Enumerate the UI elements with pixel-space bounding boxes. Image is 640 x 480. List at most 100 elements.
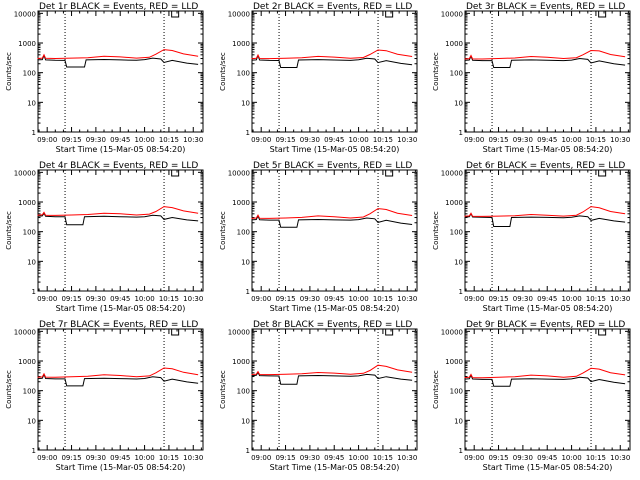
y-tick-label: 10000 bbox=[228, 328, 250, 336]
series-line-events bbox=[37, 373, 199, 387]
y-tick-label: 1 bbox=[32, 447, 36, 455]
x-tick-label: 09:15 bbox=[275, 454, 295, 462]
x-tick-label: 10:15 bbox=[159, 136, 179, 144]
y-axis-label: Counts/sec bbox=[432, 52, 440, 91]
x-tick-label: 10:15 bbox=[373, 454, 393, 462]
x-tick-label: 09:30 bbox=[300, 136, 320, 144]
y-tick-label: 10000 bbox=[441, 169, 463, 177]
y-tick-label: 1000 bbox=[232, 358, 250, 366]
y-tick-label: 1000 bbox=[18, 199, 36, 207]
y-tick-label: 10 bbox=[241, 258, 250, 266]
plot-frame bbox=[464, 169, 631, 292]
plot-frame bbox=[251, 169, 418, 292]
x-tick-label: 10:30 bbox=[610, 454, 630, 462]
panel-title: Det 1r BLACK = Events, RED = LLD bbox=[39, 2, 198, 12]
y-tick-label: 1 bbox=[32, 288, 36, 296]
x-tick-label: 09:30 bbox=[300, 295, 320, 303]
y-axis-label: Counts/sec bbox=[5, 211, 13, 250]
series-line-events bbox=[464, 212, 626, 227]
x-axis-label: Start Time (15-Mar-05 08:54:20) bbox=[270, 463, 400, 472]
top-marker-box bbox=[171, 328, 180, 336]
y-tick-label: 10 bbox=[27, 258, 36, 266]
series-line-lld bbox=[251, 49, 413, 60]
y-axis-label: Counts/sec bbox=[432, 370, 440, 409]
x-tick-label: 09:00 bbox=[37, 295, 57, 303]
y-tick-label: 1 bbox=[246, 288, 250, 296]
x-axis-label: Start Time (15-Mar-05 08:54:20) bbox=[56, 463, 186, 472]
series-line-events bbox=[37, 54, 199, 68]
x-tick-label: 09:30 bbox=[513, 454, 533, 462]
y-tick-label: 100 bbox=[237, 229, 250, 237]
top-marker-box bbox=[598, 10, 607, 18]
x-axis-label: Start Time (15-Mar-05 08:54:20) bbox=[270, 145, 400, 154]
detector-panel-4: Det 4r BLACK = Events, RED = LLD 1 10 100 10… bbox=[5, 161, 204, 313]
detector-panel-9: Det 9r BLACK = Events, RED = LLD 1 10 100 10… bbox=[432, 320, 631, 472]
top-marker-box bbox=[385, 10, 394, 18]
x-tick-label: 10:15 bbox=[586, 295, 606, 303]
series-line-lld bbox=[464, 367, 626, 379]
x-tick-label: 10:15 bbox=[586, 136, 606, 144]
x-tick-label: 09:45 bbox=[324, 295, 344, 303]
y-tick-label: 1000 bbox=[18, 358, 36, 366]
plot-frame bbox=[37, 10, 204, 133]
x-tick-label: 09:45 bbox=[537, 295, 557, 303]
x-tick-label: 09:15 bbox=[61, 454, 81, 462]
x-tick-label: 09:30 bbox=[300, 454, 320, 462]
y-tick-label: 10000 bbox=[228, 10, 250, 18]
x-tick-label: 09:45 bbox=[110, 295, 130, 303]
y-axis-label: Counts/sec bbox=[219, 211, 227, 250]
y-axis-label: Counts/sec bbox=[219, 52, 227, 91]
x-tick-label: 10:00 bbox=[134, 136, 154, 144]
y-tick-label: 100 bbox=[450, 70, 463, 78]
detector-panel-5: Det 5r BLACK = Events, RED = LLD 1 10 100 10… bbox=[219, 161, 418, 313]
plot-frame bbox=[464, 328, 631, 451]
series-line-events bbox=[251, 371, 413, 385]
x-tick-label: 10:30 bbox=[610, 295, 630, 303]
top-marker-box bbox=[598, 328, 607, 336]
panel-title: Det 7r BLACK = Events, RED = LLD bbox=[39, 320, 198, 330]
panel-title: Det 8r BLACK = Events, RED = LLD bbox=[253, 320, 412, 330]
y-tick-label: 10 bbox=[241, 99, 250, 107]
y-tick-label: 1000 bbox=[445, 40, 463, 48]
y-tick-label: 10 bbox=[241, 417, 250, 425]
series-line-lld bbox=[251, 364, 413, 376]
plot-frame bbox=[251, 10, 418, 133]
y-tick-label: 10000 bbox=[228, 169, 250, 177]
series-line-events bbox=[251, 54, 413, 68]
x-tick-label: 09:00 bbox=[464, 454, 484, 462]
x-tick-label: 10:00 bbox=[134, 295, 154, 303]
x-tick-label: 09:00 bbox=[464, 295, 484, 303]
y-axis-label: Counts/sec bbox=[432, 211, 440, 250]
series-line-lld bbox=[251, 208, 413, 219]
x-tick-label: 09:30 bbox=[513, 136, 533, 144]
x-tick-label: 09:00 bbox=[251, 136, 271, 144]
x-tick-label: 10:30 bbox=[397, 136, 417, 144]
y-tick-label: 1000 bbox=[232, 40, 250, 48]
y-tick-label: 10 bbox=[454, 258, 463, 266]
x-tick-label: 10:00 bbox=[348, 136, 368, 144]
y-tick-label: 1 bbox=[246, 447, 250, 455]
y-tick-label: 10 bbox=[454, 417, 463, 425]
y-tick-label: 1 bbox=[32, 129, 36, 137]
x-tick-label: 10:00 bbox=[348, 295, 368, 303]
x-axis-label: Start Time (15-Mar-05 08:54:20) bbox=[483, 304, 613, 313]
series-line-events bbox=[464, 374, 626, 387]
x-tick-label: 10:00 bbox=[348, 454, 368, 462]
y-tick-label: 1 bbox=[459, 129, 463, 137]
x-tick-label: 10:00 bbox=[561, 295, 581, 303]
x-tick-label: 09:30 bbox=[86, 136, 106, 144]
x-axis-label: Start Time (15-Mar-05 08:54:20) bbox=[56, 145, 186, 154]
plot-frame bbox=[251, 328, 418, 451]
y-axis-label: Counts/sec bbox=[5, 52, 13, 91]
y-tick-label: 10 bbox=[27, 417, 36, 425]
y-tick-label: 100 bbox=[450, 229, 463, 237]
x-tick-label: 09:15 bbox=[488, 295, 508, 303]
x-axis-label: Start Time (15-Mar-05 08:54:20) bbox=[270, 304, 400, 313]
top-marker-box bbox=[171, 169, 180, 177]
series-line-lld bbox=[464, 49, 626, 60]
top-marker-box bbox=[171, 10, 180, 18]
y-tick-label: 10000 bbox=[14, 328, 36, 336]
x-axis-label: Start Time (15-Mar-05 08:54:20) bbox=[483, 145, 613, 154]
detector-panel-7: Det 7r BLACK = Events, RED = LLD 1 10 100 10… bbox=[5, 320, 204, 472]
